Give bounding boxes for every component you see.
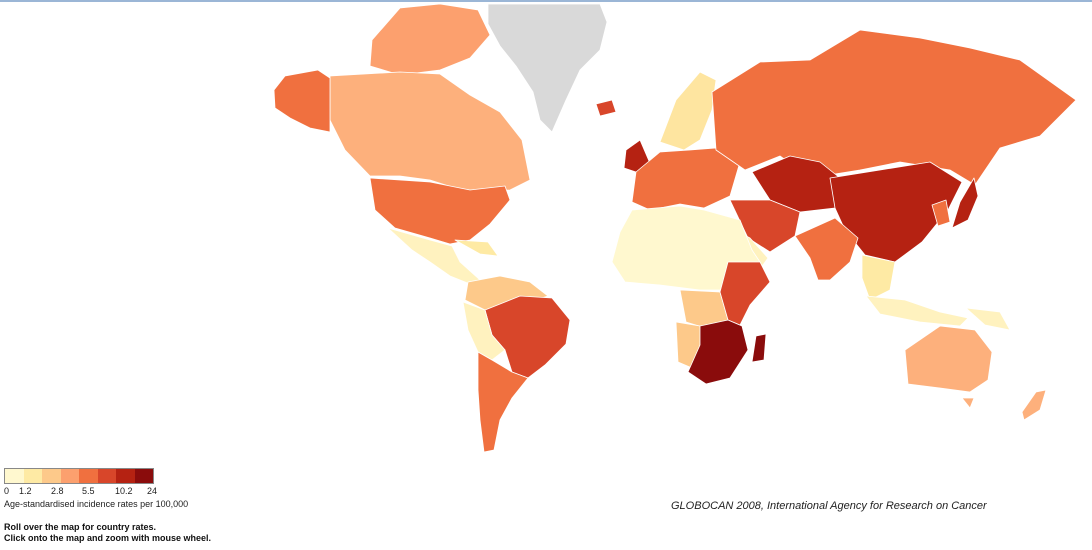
- instruction-rollover: Roll over the map for country rates.: [4, 522, 157, 532]
- region-russia[interactable]: [711, 29, 1077, 186]
- region-india[interactable]: [794, 217, 859, 281]
- region-east-africa[interactable]: [719, 261, 771, 326]
- source-credit: GLOBOCAN 2008, International Agency for …: [671, 500, 987, 512]
- world-map[interactable]: [0, 0, 1092, 465]
- region-caribbean[interactable]: [454, 239, 499, 257]
- region-japan[interactable]: [951, 177, 979, 229]
- source-name: GLOBOCAN 2008: [671, 500, 761, 512]
- legend-swatch: [42, 469, 61, 483]
- legend-swatch: [97, 469, 116, 483]
- region-tasmania[interactable]: [961, 397, 975, 409]
- region-southeast-asia[interactable]: [861, 254, 896, 301]
- legend-swatch: [79, 469, 98, 483]
- legend-tick: 0: [4, 486, 10, 496]
- region-southern-south-america[interactable]: [477, 351, 529, 453]
- region-scandinavia[interactable]: [659, 71, 717, 151]
- instructions: Roll over the map for country rates. Cli…: [4, 522, 211, 544]
- region-madagascar[interactable]: [751, 333, 767, 363]
- region-united-states[interactable]: [369, 177, 511, 245]
- legend-swatch: [134, 469, 153, 483]
- legend-swatch: [23, 469, 42, 483]
- legend-swatch: [5, 469, 24, 483]
- region-australia[interactable]: [904, 325, 993, 393]
- region-china[interactable]: [829, 161, 963, 263]
- legend-swatch: [116, 469, 135, 483]
- region-iceland[interactable]: [595, 99, 617, 117]
- source-organization: , International Agency for Research on C…: [760, 500, 987, 512]
- instruction-zoom: Click onto the map and zoom with mouse w…: [4, 533, 212, 543]
- region-indonesia[interactable]: [865, 295, 969, 327]
- region-papua[interactable]: [965, 307, 1011, 331]
- legend-tick: 5.5: [82, 486, 95, 496]
- region-alaska[interactable]: [273, 69, 331, 133]
- region-andes[interactable]: [462, 301, 506, 361]
- legend-tick: 10.2: [115, 486, 133, 496]
- legend-tick: 24: [147, 486, 158, 496]
- legend-swatch: [60, 469, 79, 483]
- region-canadian-arctic[interactable]: [369, 3, 491, 76]
- region-europe[interactable]: [631, 147, 741, 211]
- region-southern-africa[interactable]: [687, 319, 749, 385]
- region-new-zealand[interactable]: [1021, 389, 1047, 421]
- top-border: [0, 0, 1092, 2]
- region-greenland[interactable]: [487, 3, 608, 133]
- legend-ticks: 0 1.2 2.8 5.5 10.2 24: [4, 486, 164, 498]
- region-korea[interactable]: [931, 199, 951, 227]
- region-canada[interactable]: [329, 71, 531, 193]
- legend-color-scale: [4, 468, 154, 484]
- legend: 0 1.2 2.8 5.5 10.2 24 Age-standardised i…: [4, 468, 189, 509]
- legend-tick: 1.2: [19, 486, 32, 496]
- legend-tick: 2.8: [51, 486, 64, 496]
- legend-caption: Age-standardised incidence rates per 100…: [4, 499, 189, 509]
